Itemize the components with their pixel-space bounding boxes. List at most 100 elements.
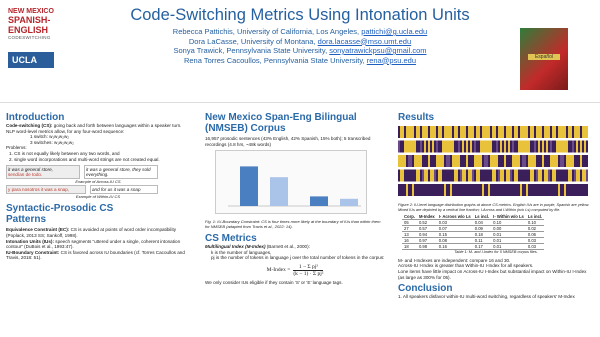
table-row: 16 0.97 0.08 0.11 0.01 0.03 <box>402 237 545 245</box>
strip <box>482 184 484 196</box>
caption: Figure 2: IU-level language distribution… <box>398 203 590 212</box>
strip <box>492 169 494 182</box>
table-cell: 0.01 <box>491 243 526 251</box>
strip <box>406 155 408 167</box>
strip <box>494 169 496 182</box>
author-name: Dora LaCasse, University of Montana, <box>188 36 316 46</box>
item: 1. CS is not equally likely between any … <box>9 150 120 156</box>
strip <box>456 169 458 182</box>
strip <box>544 126 546 138</box>
strip <box>490 155 492 167</box>
strip <box>452 184 454 196</box>
strip <box>472 126 474 138</box>
strip <box>554 155 556 167</box>
strip <box>532 140 534 153</box>
strip <box>502 169 504 182</box>
paragraph: 1. All speakers disfavor within-IU multi… <box>398 294 575 300</box>
table-cell: 0.52 <box>416 219 437 227</box>
strip <box>448 184 450 196</box>
strip <box>536 126 538 138</box>
strip <box>528 169 530 182</box>
strip <box>586 126 588 138</box>
strip <box>518 184 520 196</box>
strip <box>436 126 438 138</box>
cover-label: Español <box>528 54 560 60</box>
strip <box>452 140 454 153</box>
strip <box>468 155 470 167</box>
strip <box>504 169 506 182</box>
heading: New Mexico Span-Eng Bilingual (NMSEB) Co… <box>205 112 357 134</box>
strip <box>504 140 506 153</box>
strip <box>424 184 426 196</box>
strip <box>468 140 470 153</box>
term: Intonation Units (IUs): <box>6 238 54 244</box>
formula: M-Index = 1 − Σ pj² (k − 1) · Σ pj² <box>205 264 385 277</box>
strip <box>512 169 514 182</box>
strip <box>556 155 558 167</box>
strip <box>430 155 432 167</box>
strip <box>564 126 566 138</box>
strip <box>560 184 562 196</box>
strip <box>506 169 508 182</box>
strip <box>512 184 514 196</box>
strip <box>460 140 462 153</box>
table-header-cell: Ls incl. <box>472 214 492 221</box>
strip <box>540 155 542 167</box>
strip <box>532 169 534 182</box>
strip <box>490 140 492 153</box>
strip <box>472 140 474 153</box>
strip <box>570 140 572 153</box>
strip <box>460 126 462 138</box>
strip <box>516 155 518 167</box>
table-cell: 0.97 <box>416 237 437 245</box>
table-header-cell: Ls incl. <box>525 214 545 221</box>
strip <box>502 140 504 153</box>
strip <box>582 126 584 138</box>
strip <box>488 155 490 167</box>
table-cell: 0.57 <box>416 225 437 233</box>
strip <box>544 169 546 182</box>
strip <box>450 155 452 167</box>
strip <box>530 169 532 182</box>
strip <box>580 184 582 196</box>
logo-line: NEW MEXICO <box>8 8 54 15</box>
strip <box>458 155 460 167</box>
strip <box>432 140 434 153</box>
strip <box>508 184 510 196</box>
strip <box>430 140 432 153</box>
middle-column: New Mexico Span-Eng Bilingual (NMSEB) Co… <box>205 112 385 286</box>
paragraph: We only consider IUs eligible if they co… <box>205 279 343 285</box>
strip <box>464 155 466 167</box>
strip <box>542 155 544 167</box>
strip <box>470 126 472 138</box>
strip <box>456 155 458 167</box>
author-email: pattichi@g.ucla.edu <box>361 27 428 36</box>
strip <box>540 184 542 196</box>
strip <box>576 169 578 182</box>
strip <box>484 184 486 196</box>
table-cell: 0.00 <box>491 225 526 233</box>
strip <box>522 140 524 153</box>
strip <box>466 169 468 182</box>
strip <box>398 169 400 182</box>
paragraph: IU-Boundary Constraint: CS is favored ac… <box>6 250 190 261</box>
strip <box>444 155 446 167</box>
table-cell: 27 <box>402 225 417 233</box>
heading: Results <box>398 112 435 123</box>
table-header-cell: I- Within w/o Ls <box>491 214 526 221</box>
strip <box>516 126 518 138</box>
strip <box>576 155 578 167</box>
strip <box>530 184 532 196</box>
strip <box>518 155 520 167</box>
strip <box>464 184 466 196</box>
strip <box>402 184 404 196</box>
strip <box>496 184 498 196</box>
strip <box>482 155 484 167</box>
strip <box>458 140 460 153</box>
table-header-row: Corp. M-Index I- Across w/o Ls Ls incl. I- W… <box>402 214 545 221</box>
strip <box>544 155 546 167</box>
strip <box>526 169 528 182</box>
strip <box>508 169 510 182</box>
strip <box>460 169 462 182</box>
strip <box>518 169 520 182</box>
